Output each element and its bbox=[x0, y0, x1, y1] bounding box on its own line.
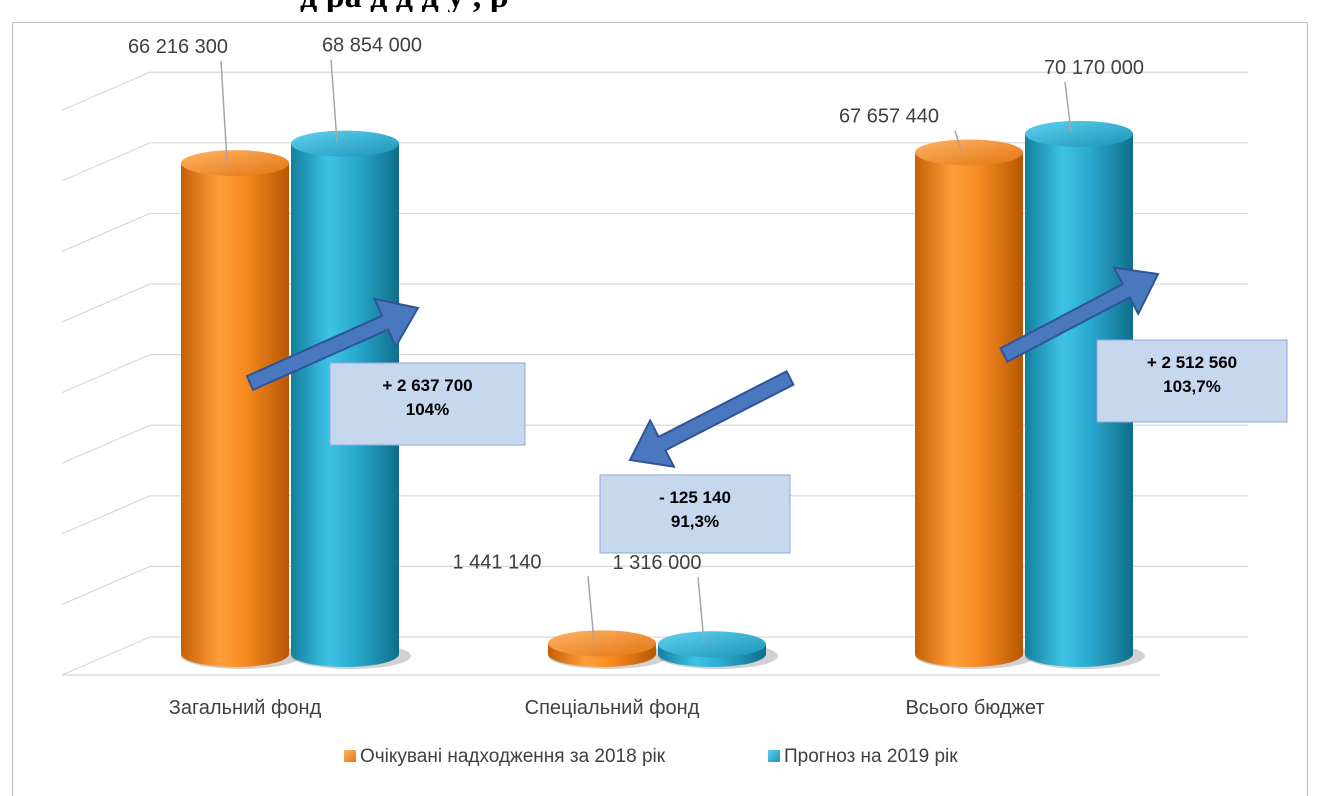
callout-percent: 103,7% bbox=[1163, 377, 1221, 396]
bar-2-0 bbox=[915, 152, 1023, 667]
gridline-depth bbox=[61, 495, 151, 535]
trend-arrow-icon bbox=[628, 369, 795, 469]
gridline-depth bbox=[61, 71, 151, 111]
bar-cap bbox=[915, 139, 1023, 166]
category-label: Спеціальний фонд bbox=[525, 697, 700, 719]
category-axis: Загальний фонд Спеціальний фонд Всього бюд… bbox=[62, 674, 1160, 719]
trend-arrow-icon bbox=[999, 266, 1160, 363]
leader-line bbox=[587, 576, 595, 642]
trend-arrow-icon bbox=[245, 297, 420, 392]
callout-box bbox=[329, 362, 526, 446]
leader-line bbox=[1064, 81, 1072, 132]
gridline-depth bbox=[61, 354, 151, 394]
gridline-depth bbox=[61, 636, 151, 676]
callout-percent: 104% bbox=[406, 400, 449, 419]
callout-box bbox=[599, 474, 791, 554]
callout-box bbox=[1096, 339, 1288, 423]
bar-cap bbox=[291, 130, 399, 157]
gridline-depth bbox=[61, 424, 151, 464]
data-labels: 66 216 300 68 854 000 1 441 140 1 316 000 67… bbox=[128, 35, 1144, 643]
value-label: 1 441 140 bbox=[453, 551, 542, 573]
bar-cap bbox=[658, 631, 766, 658]
value-label: 68 854 000 bbox=[322, 35, 422, 57]
title-fragment-text: д ра д д д у , р bbox=[300, 0, 509, 12]
category-label: Загальний фонд bbox=[169, 697, 322, 719]
bar-cap bbox=[548, 630, 656, 657]
callout-percent: 91,3% bbox=[671, 512, 719, 531]
chart-title-fragment: д ра д д д у , р bbox=[0, 0, 1317, 12]
annotations: + 2 637 700 104% - 125 140 91,3% + 2 512 560… bbox=[245, 266, 1288, 554]
gridline-depth bbox=[61, 212, 151, 252]
legend-label: Очікувані надходження за 2018 рік bbox=[360, 746, 666, 767]
gridline-depth bbox=[61, 565, 151, 605]
value-label: 66 216 300 bbox=[128, 36, 228, 58]
legend-label: Прогноз на 2019 рік bbox=[784, 746, 958, 767]
chart-frame bbox=[12, 22, 1308, 796]
leader-line bbox=[697, 577, 705, 643]
callout-difference: + 2 637 700 bbox=[382, 376, 472, 395]
callout-difference: + 2 512 560 bbox=[1147, 353, 1237, 372]
bars bbox=[181, 120, 1133, 667]
gridline-depth bbox=[61, 283, 151, 323]
bar-2-1 bbox=[1025, 133, 1133, 667]
bar-cap bbox=[1025, 120, 1133, 147]
leader-line bbox=[954, 130, 962, 151]
callout-difference: - 125 140 bbox=[659, 488, 731, 507]
value-label: 1 316 000 bbox=[613, 552, 702, 574]
category-label: Всього бюджет bbox=[905, 697, 1044, 719]
value-label: 67 657 440 bbox=[839, 105, 939, 127]
bar-0-0 bbox=[181, 163, 289, 667]
gridline-depth bbox=[61, 142, 151, 182]
leader-line bbox=[330, 59, 338, 142]
bar-cap bbox=[181, 150, 289, 177]
legend-swatch-icon bbox=[768, 750, 780, 762]
value-label: 70 170 000 bbox=[1044, 57, 1144, 79]
leader-line bbox=[220, 61, 228, 162]
legend-swatch-icon bbox=[344, 750, 356, 762]
legend: Очікувані надходження за 2018 рік Прогноз… bbox=[344, 746, 958, 767]
